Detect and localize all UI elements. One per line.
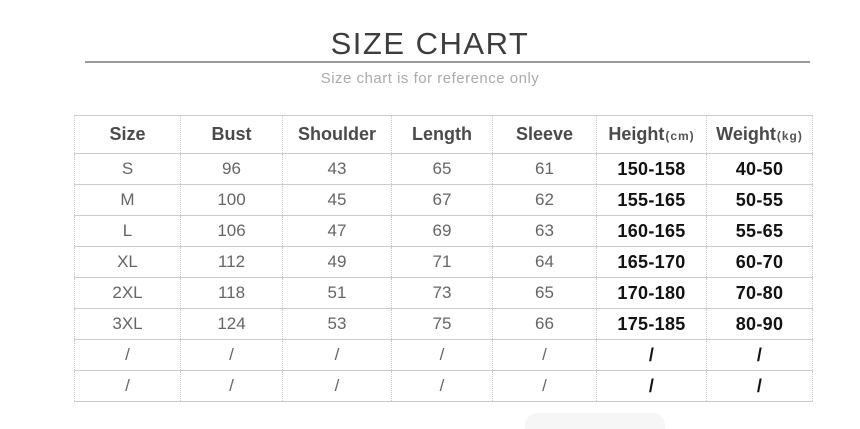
table-cell: 65 (391, 153, 493, 185)
column-header: Height(cm) (596, 115, 707, 154)
table-cell: M (74, 184, 181, 216)
table-cell: / (596, 370, 707, 402)
table-cell: 100 (180, 184, 283, 216)
table-cell: 50-55 (706, 184, 813, 216)
table-cell: 124 (180, 308, 283, 340)
table-cell: 64 (492, 246, 597, 278)
table-cell: 40-50 (706, 153, 813, 185)
table-row: S 96 43 65 61 150-158 40-50 (74, 153, 813, 185)
table-cell: 60-70 (706, 246, 813, 278)
table-cell: 71 (391, 246, 493, 278)
size-table-container: Size Bust Shoulder Length Sleeve Height(cm) We… (74, 115, 813, 402)
header-row: Size Bust Shoulder Length Sleeve Height(cm) We… (74, 115, 813, 154)
table-cell: 53 (282, 308, 392, 340)
table-cell: 96 (180, 153, 283, 185)
column-header: Weight(kg) (706, 115, 813, 154)
table-cell: / (180, 339, 283, 371)
table-cell: / (492, 370, 597, 402)
table-cell: 43 (282, 153, 392, 185)
table-cell: / (391, 339, 493, 371)
table-row: XL 112 49 71 64 165-170 60-70 (74, 246, 813, 278)
table-cell: / (180, 370, 283, 402)
table-cell: S (74, 153, 181, 185)
table-cell: 75 (391, 308, 493, 340)
table-cell: 170-180 (596, 277, 707, 309)
page-subtitle: Size chart is for reference only (320, 70, 540, 87)
table-row: M 100 45 67 62 155-165 50-55 (74, 184, 813, 216)
table-cell: 160-165 (596, 215, 707, 247)
table-cell: 66 (492, 308, 597, 340)
table-cell: / (391, 370, 493, 402)
table-cell: 3XL (74, 308, 181, 340)
table-cell: 62 (492, 184, 597, 216)
column-header: Shoulder (282, 115, 392, 154)
table-cell: 106 (180, 215, 283, 247)
table-cell: 175-185 (596, 308, 707, 340)
column-header: Bust (180, 115, 283, 154)
table-cell: / (74, 370, 181, 402)
table-cell: 67 (391, 184, 493, 216)
table-cell: 63 (492, 215, 597, 247)
table-row: / / / / / / / (74, 339, 813, 371)
table-cell: 55-65 (706, 215, 813, 247)
column-header: Length (391, 115, 493, 154)
table-row: L 106 47 69 63 160-165 55-65 (74, 215, 813, 247)
table-cell: / (596, 339, 707, 371)
table-cell: 73 (391, 277, 493, 309)
table-cell: 51 (282, 277, 392, 309)
page-title: SIZE CHART (330, 26, 530, 61)
column-header: Sleeve (492, 115, 597, 154)
table-cell: 45 (282, 184, 392, 216)
table-cell: / (282, 339, 392, 371)
table-row: 3XL 124 53 75 66 175-185 80-90 (74, 308, 813, 340)
table-cell: 69 (391, 215, 493, 247)
table-cell: 65 (492, 277, 597, 309)
table-cell: 165-170 (596, 246, 707, 278)
table-cell: 2XL (74, 277, 181, 309)
table-cell: 47 (282, 215, 392, 247)
table-cell: L (74, 215, 181, 247)
table-cell: / (706, 370, 813, 402)
size-table: Size Bust Shoulder Length Sleeve Height(cm) We… (74, 115, 813, 402)
table-cell: / (74, 339, 181, 371)
table-cell: 70-80 (706, 277, 813, 309)
table-cell: 150-158 (596, 153, 707, 185)
table-cell: 61 (492, 153, 597, 185)
bottom-image-edge (525, 413, 665, 429)
table-row: / / / / / / / (74, 370, 813, 402)
table-cell: 49 (282, 246, 392, 278)
table-row: 2XL 118 51 73 65 170-180 70-80 (74, 277, 813, 309)
table-cell: XL (74, 246, 181, 278)
table-cell: 155-165 (596, 184, 707, 216)
table-cell: 80-90 (706, 308, 813, 340)
table-cell: / (706, 339, 813, 371)
column-header: Size (74, 115, 181, 154)
table-cell: / (282, 370, 392, 402)
table-cell: / (492, 339, 597, 371)
table-cell: 118 (180, 277, 283, 309)
title-divider-line (85, 61, 810, 63)
table-cell: 112 (180, 246, 283, 278)
